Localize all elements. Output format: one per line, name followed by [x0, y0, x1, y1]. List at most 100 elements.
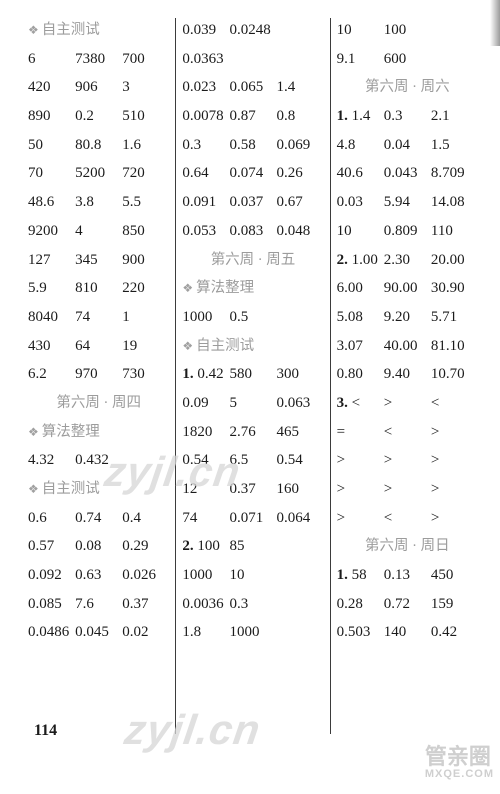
- data-row: 0.035.9414.08: [337, 190, 478, 215]
- value-cell: 0.37: [122, 592, 169, 617]
- value-cell: 64: [75, 334, 122, 359]
- value-cell: 730: [122, 362, 169, 387]
- value-cell: 8040: [28, 305, 75, 330]
- value-cell: 74: [182, 506, 229, 531]
- value-cell: 0.5: [229, 305, 276, 330]
- value-cell: 70: [28, 161, 75, 186]
- data-row: 1. 580.13450: [337, 563, 478, 588]
- data-row: 6.2970730: [28, 362, 169, 387]
- value-cell: <: [384, 420, 431, 445]
- value-cell: 0.13: [384, 563, 431, 588]
- value-cell: 450: [431, 563, 478, 588]
- value-cell: 0.063: [277, 391, 324, 416]
- data-row: 705200720: [28, 161, 169, 186]
- corner-brand-bottom: MXQE.COM: [425, 768, 494, 780]
- value-cell: 0.0363: [182, 47, 229, 72]
- value-cell: 0.4: [122, 506, 169, 531]
- value-cell: 5.08: [337, 305, 384, 330]
- value-cell: 1.6: [122, 133, 169, 158]
- value-cell: 0.0078: [182, 104, 229, 129]
- value-cell: 0.2: [75, 104, 122, 129]
- value-cell: 0.026: [122, 563, 169, 588]
- value-cell: 2. 100: [182, 534, 229, 559]
- value-cell: 80.8: [75, 133, 122, 158]
- value-cell: 906: [75, 75, 122, 100]
- value-cell: 0.053: [182, 219, 229, 244]
- value-cell: 0.064: [277, 506, 324, 531]
- data-row: 0.0920.630.026: [28, 563, 169, 588]
- data-row: 0.570.080.29: [28, 534, 169, 559]
- data-row: ><>: [337, 506, 478, 531]
- column-3: 101009.1600第六周 · 周六1. 1.40.32.14.80.041.…: [333, 18, 478, 734]
- section-header-text: 第六周 · 周日: [365, 534, 450, 559]
- value-cell: 0.3: [182, 133, 229, 158]
- section-header: 自主测试: [28, 18, 169, 43]
- value-cell: 300: [277, 362, 324, 387]
- data-row: 100010: [182, 563, 323, 588]
- value-cell: 5: [229, 391, 276, 416]
- value-cell: 220: [122, 276, 169, 301]
- value-cell: 0.87: [229, 104, 276, 129]
- data-row: 0.60.740.4: [28, 506, 169, 531]
- value-cell: 0.09: [182, 391, 229, 416]
- data-row: 3.0740.0081.10: [337, 334, 478, 359]
- value-cell: 40.00: [384, 334, 431, 359]
- value-cell: 0.57: [28, 534, 75, 559]
- value-cell: 10.70: [431, 362, 478, 387]
- value-cell: >: [337, 506, 384, 531]
- value-cell: 0.08: [75, 534, 122, 559]
- section-header-text: 第六周 · 周五: [211, 248, 296, 273]
- data-row: >>>: [337, 477, 478, 502]
- value-cell: 0.80: [337, 362, 384, 387]
- value-cell: 580: [229, 362, 276, 387]
- value-cell: >: [431, 420, 478, 445]
- value-cell: 0.28: [337, 592, 384, 617]
- data-row: 5.089.205.71: [337, 305, 478, 330]
- data-row: 4209063: [28, 75, 169, 100]
- value-cell: 0.6: [28, 506, 75, 531]
- data-row: 127345900: [28, 248, 169, 273]
- value-cell: 0.045: [75, 620, 122, 645]
- value-cell: 12: [182, 477, 229, 502]
- value-cell: 0.085: [28, 592, 75, 617]
- value-cell: 0.0486: [28, 620, 75, 645]
- value-cell: 0.67: [277, 190, 324, 215]
- data-row: 8900.2510: [28, 104, 169, 129]
- value-cell: 0.37: [229, 477, 276, 502]
- data-row: 18202.76465: [182, 420, 323, 445]
- value-cell: 0.64: [182, 161, 229, 186]
- corner-brand: 管亲圈 MXQE.COM: [425, 746, 494, 780]
- value-cell: 2.1: [431, 104, 478, 129]
- data-row: >>>: [337, 448, 478, 473]
- value-cell: 10: [337, 18, 384, 43]
- value-cell: 0.58: [229, 133, 276, 158]
- section-header-text: 算法整理: [28, 420, 100, 445]
- value-cell: 3. <: [337, 391, 384, 416]
- value-cell: 159: [431, 592, 478, 617]
- value-cell: 4: [75, 219, 122, 244]
- value-cell: 700: [122, 47, 169, 72]
- value-cell: 2. 1.00: [337, 248, 384, 273]
- column-separator: [175, 18, 176, 734]
- value-cell: 0.069: [277, 133, 324, 158]
- value-cell: 9.20: [384, 305, 431, 330]
- value-cell: 5.71: [431, 305, 478, 330]
- data-row: 10000.5: [182, 305, 323, 330]
- data-row: 0.809.4010.70: [337, 362, 478, 387]
- section-header: 算法整理: [182, 276, 323, 301]
- data-row: 0.0910.0370.67: [182, 190, 323, 215]
- data-row: 0.0530.0830.048: [182, 219, 323, 244]
- section-header: 第六周 · 周六: [337, 75, 478, 100]
- value-cell: 0.809: [384, 219, 431, 244]
- value-cell: 345: [75, 248, 122, 273]
- value-cell: 850: [122, 219, 169, 244]
- data-row: 0.30.580.069: [182, 133, 323, 158]
- value-cell: 9.40: [384, 362, 431, 387]
- value-cell: 0.29: [122, 534, 169, 559]
- value-cell: 30.90: [431, 276, 478, 301]
- value-cell: 74: [75, 305, 122, 330]
- value-cell: 5.5: [122, 190, 169, 215]
- value-cell: >: [384, 448, 431, 473]
- value-cell: 430: [28, 334, 75, 359]
- value-cell: 0.071: [229, 506, 276, 531]
